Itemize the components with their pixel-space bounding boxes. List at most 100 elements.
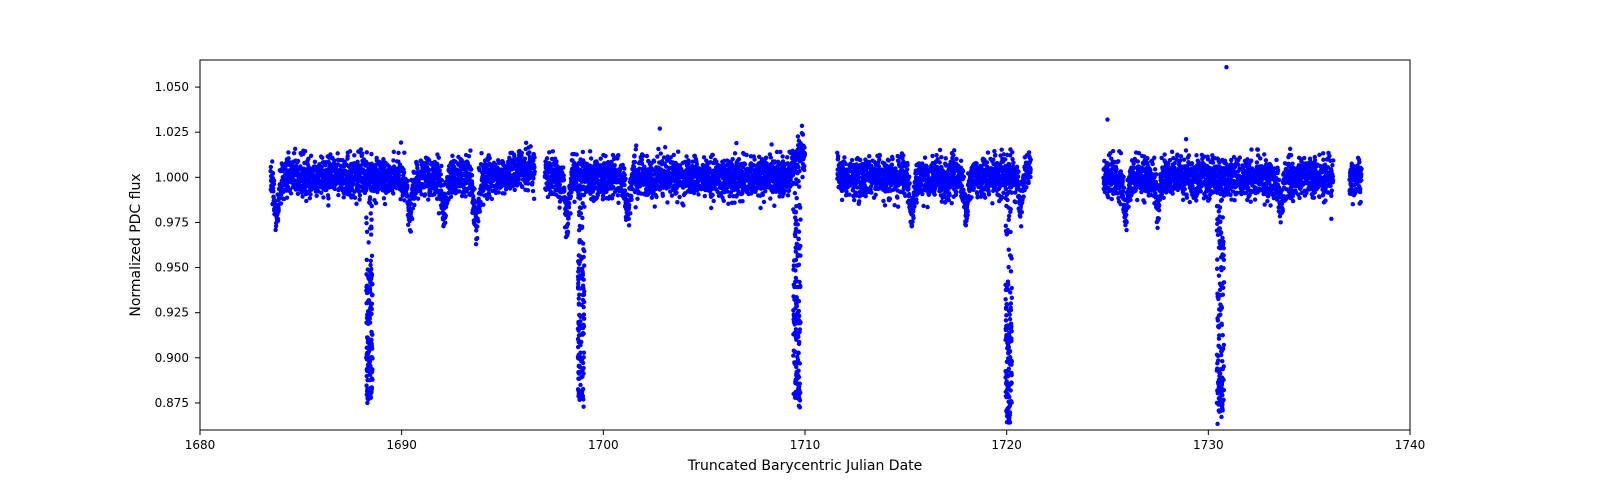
data-point	[532, 165, 536, 169]
scatter-layer	[268, 65, 1363, 426]
data-point	[276, 217, 280, 221]
data-point	[954, 157, 958, 161]
data-point	[674, 191, 678, 195]
data-point	[409, 229, 413, 233]
data-point	[502, 191, 506, 195]
data-point	[402, 170, 406, 174]
data-point	[650, 195, 654, 199]
data-point	[907, 181, 911, 185]
data-point	[572, 200, 576, 204]
data-point	[467, 154, 471, 158]
data-point	[479, 151, 483, 155]
data-point	[599, 156, 603, 160]
data-point	[672, 153, 676, 157]
data-point	[358, 193, 362, 197]
y-axis-label: Normalized PDC flux	[128, 173, 144, 316]
data-point	[439, 172, 443, 176]
data-point	[286, 156, 290, 160]
data-point	[869, 190, 873, 194]
data-point	[640, 157, 644, 161]
y-tick-label: 1.050	[155, 80, 189, 94]
data-point	[517, 177, 521, 181]
data-point	[655, 154, 659, 158]
data-point	[308, 192, 312, 196]
data-point	[686, 161, 690, 165]
data-point	[321, 195, 325, 199]
data-point	[382, 196, 386, 200]
data-point	[616, 153, 620, 157]
data-point	[761, 193, 765, 197]
data-point	[654, 195, 658, 199]
y-tick-label: 0.900	[155, 351, 189, 365]
data-point	[561, 165, 565, 169]
data-point	[326, 196, 330, 200]
data-point	[951, 153, 955, 157]
data-point	[890, 162, 894, 166]
data-point	[737, 157, 741, 161]
data-point	[438, 168, 442, 172]
data-point	[513, 188, 517, 192]
data-point	[551, 149, 555, 153]
data-point	[727, 194, 731, 198]
data-point	[336, 193, 340, 197]
x-tick-label: 1700	[588, 438, 619, 452]
data-point	[938, 160, 942, 164]
data-point	[405, 185, 409, 189]
x-tick-label: 1740	[1395, 438, 1426, 452]
data-point	[912, 204, 916, 208]
data-point	[406, 223, 410, 227]
data-point	[950, 201, 954, 205]
data-point	[405, 179, 409, 183]
data-point	[785, 155, 789, 159]
data-point	[365, 150, 369, 154]
data-point	[426, 197, 430, 201]
x-axis-label: Truncated Barycentric Julian Date	[687, 458, 923, 474]
data-point	[622, 183, 626, 187]
data-point	[991, 158, 995, 162]
data-point	[800, 124, 804, 128]
data-point	[612, 163, 616, 167]
y-tick-label: 0.950	[155, 261, 189, 275]
data-point	[695, 162, 699, 166]
data-point	[292, 151, 296, 155]
data-point	[326, 203, 330, 207]
data-point	[961, 169, 965, 173]
data-point	[320, 155, 324, 159]
data-point	[470, 173, 474, 177]
data-point	[444, 213, 448, 217]
data-point	[769, 142, 773, 146]
data-point	[743, 162, 747, 166]
data-point	[787, 188, 791, 192]
data-point	[939, 155, 943, 159]
data-point	[342, 195, 346, 199]
data-point	[974, 161, 978, 165]
data-point	[972, 186, 976, 190]
data-point	[896, 204, 900, 208]
data-point	[497, 190, 501, 194]
data-point	[270, 159, 274, 163]
data-point	[368, 195, 372, 199]
data-point	[616, 201, 620, 205]
data-point	[952, 148, 956, 152]
data-point	[478, 209, 482, 213]
data-point	[652, 159, 656, 163]
data-point	[923, 155, 927, 159]
data-point	[396, 151, 400, 155]
data-point	[780, 154, 784, 158]
data-point	[675, 200, 679, 204]
data-point	[634, 143, 638, 147]
data-point	[934, 153, 938, 157]
data-point	[409, 210, 413, 214]
data-point	[763, 189, 767, 193]
data-point	[562, 173, 566, 177]
data-point	[932, 192, 936, 196]
data-point	[348, 149, 352, 153]
data-point	[710, 193, 714, 197]
data-point	[873, 193, 877, 197]
data-point	[415, 166, 419, 170]
data-point	[532, 155, 536, 159]
data-point	[272, 179, 276, 183]
data-point	[801, 132, 805, 136]
data-point	[881, 199, 885, 203]
data-point	[677, 195, 681, 199]
